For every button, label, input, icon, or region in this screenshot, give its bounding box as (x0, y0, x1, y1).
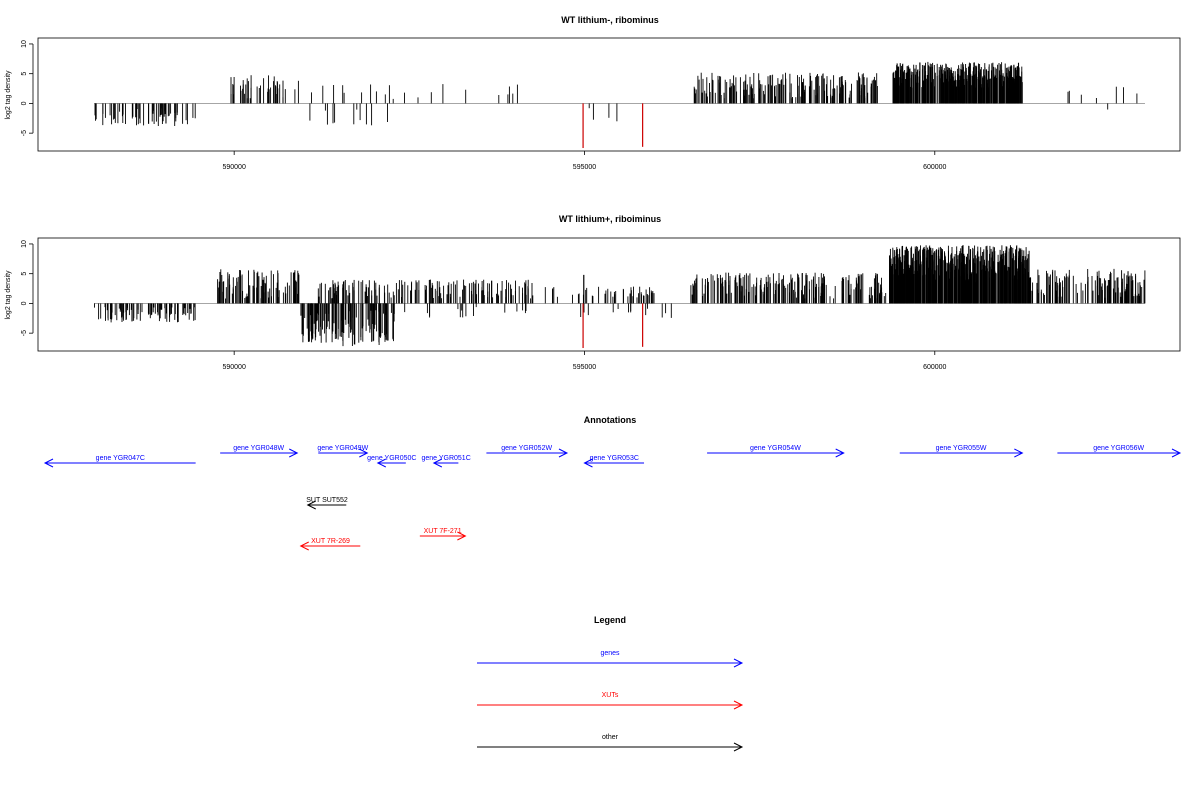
feature-gene-ygr055w: gene YGR055W (899, 445, 1024, 458)
arrow-head (376, 458, 387, 468)
y-tick-label: 0 (21, 101, 28, 105)
track-panel-lithium-plus: WT lithium+, riboiminus log2 tag density… (5, 214, 1181, 371)
legend-label: XUTs (602, 692, 619, 699)
x-tick-label: 595000 (573, 164, 596, 171)
arrow-head (457, 531, 467, 541)
feature-gene-ygr048w: gene YGR048W (220, 445, 299, 458)
arrow-head (733, 742, 744, 752)
feature-label: gene YGR056W (1093, 445, 1144, 452)
feature-label: gene YGR054W (750, 445, 801, 452)
arrow-head (733, 658, 744, 668)
legend-title: Legend (594, 615, 626, 625)
signal-bars (94, 245, 1146, 349)
feature-list: gene YGR047C gene YGR048W gene YGR049W gene… (43, 445, 1182, 551)
plot-frame (37, 37, 1181, 152)
feature-gene-ygr051c: gene YGR051C (421, 455, 471, 468)
feature-label: gene YGR053C (590, 455, 639, 462)
x-tick-label: 600000 (923, 164, 946, 171)
feature-gene-ygr053c: gene YGR053C (583, 455, 645, 468)
feature-label: gene YGR051C (421, 455, 470, 462)
feature-label: gene YGR049W (317, 445, 368, 452)
feature-label: XUT 7F-271 (424, 528, 462, 535)
legend-item-xuts: XUTs (477, 692, 744, 710)
feature-gene-ygr052w: gene YGR052W (486, 445, 569, 458)
y-tick-label: 5 (21, 72, 28, 76)
arrow-head (299, 541, 309, 551)
track-title: WT lithium-, ribominus (561, 15, 659, 25)
feature-label: gene YGR047C (96, 455, 145, 462)
y-tick-label: -5 (21, 330, 28, 336)
feature-label: SUT SUT552 (306, 497, 348, 504)
track-title: WT lithium+, riboiminus (559, 214, 661, 224)
legend-item-other: other (477, 734, 744, 752)
arrow-head (583, 458, 593, 468)
y-axis-label: log2 tag density (5, 270, 12, 320)
feature-xut-7f-271: XUT 7F-271 (419, 528, 467, 541)
x-tick-label: 590000 (222, 164, 245, 171)
legend-label: other (602, 734, 619, 741)
feature-sut-sut552: SUT SUT552 (306, 497, 348, 510)
feature-label: gene YGR052W (501, 445, 552, 452)
arrow-head (558, 448, 569, 458)
plot-frame (37, 237, 1181, 352)
feature-gene-ygr054w: gene YGR054W (707, 445, 845, 458)
feature-label: gene YGR055W (936, 445, 987, 452)
arrow-head (1171, 448, 1182, 458)
x-tick-label: 595000 (573, 364, 596, 371)
arrow-head (835, 448, 845, 458)
arrow-head (43, 458, 54, 468)
arrow-head (1014, 448, 1024, 458)
feature-gene-ygr056w: gene YGR056W (1057, 445, 1182, 458)
y-axis-label: log2 tag density (5, 70, 12, 120)
legend-label: genes (600, 650, 620, 657)
arrow-head (733, 700, 744, 710)
feature-gene-ygr049w: gene YGR049W (317, 445, 369, 458)
y-tick-label: 10 (21, 240, 28, 248)
axes: -5 0 5 10 590000 595000 600000 (21, 40, 947, 171)
legend-panel: Legend genes XUTs other (477, 615, 744, 752)
y-tick-label: 5 (21, 272, 28, 276)
signal-bars (94, 61, 1145, 149)
arrow-head (306, 500, 316, 510)
feature-label: gene YGR050C (367, 455, 416, 462)
arrow-head (432, 458, 443, 468)
annotations-title: Annotations (584, 415, 637, 425)
legend-item-genes: genes (477, 650, 744, 668)
feature-xut-7r-269: XUT 7R-269 (299, 538, 361, 551)
x-tick-label: 600000 (923, 364, 946, 371)
y-tick-label: -5 (21, 130, 28, 136)
x-tick-label: 590000 (222, 364, 245, 371)
track-panel-lithium-minus: WT lithium-, ribominus log2 tag density … (5, 15, 1181, 171)
feature-label: gene YGR048W (233, 445, 284, 452)
y-tick-label: 0 (21, 301, 28, 305)
arrow-head (359, 448, 369, 458)
feature-gene-ygr047c: gene YGR047C (43, 455, 196, 468)
feature-gene-ygr050c: gene YGR050C (367, 455, 416, 468)
y-tick-label: 10 (21, 40, 28, 48)
legend-items: genes XUTs other (477, 650, 744, 752)
arrow-head (289, 448, 299, 458)
feature-label: XUT 7R-269 (311, 538, 350, 545)
axes: -5 0 5 10 590000 595000 600000 (21, 240, 947, 371)
